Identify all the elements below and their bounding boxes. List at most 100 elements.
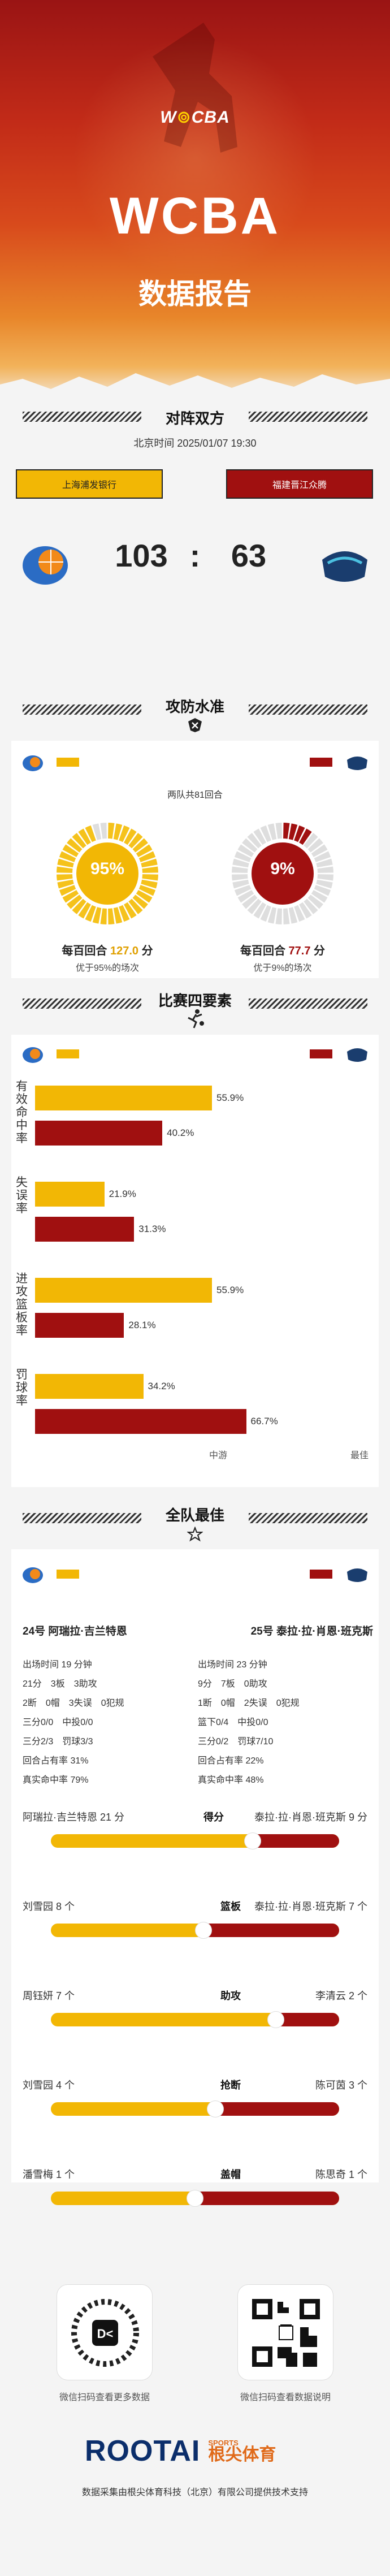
away-team-logo-small	[347, 1048, 367, 1062]
divider-stripe	[23, 999, 141, 1009]
player-stat-line: 真实命中率 79%	[23, 1775, 89, 1785]
leader-bar-away	[215, 2102, 339, 2116]
section-title-offense: 攻防水准	[165, 698, 224, 715]
gauge-segment	[57, 858, 74, 868]
leader-category: 抢断	[220, 2080, 241, 2091]
section-title-best: 全队最佳	[165, 1507, 224, 1524]
gauge-segment	[100, 823, 107, 839]
home-best-player-name: 24号 阿瑞拉·吉兰特恩	[23, 1626, 127, 1637]
gauge-center	[252, 842, 314, 905]
gauge-segment	[253, 828, 266, 845]
qr-code-icon	[252, 2299, 320, 2367]
svg-text:D<: D<	[97, 2327, 114, 2341]
away-factor-bar	[35, 1121, 163, 1146]
rootai-logo: ROOTAI SPORTS 根尖体育	[85, 2431, 276, 2471]
away-team-logo-small	[347, 757, 367, 770]
home-factor-value: 55.9%	[216, 1285, 244, 1295]
gauge-segment	[316, 858, 333, 868]
home-color-swatch	[57, 758, 79, 767]
gauge-segment	[304, 898, 318, 914]
away-score: 63	[231, 538, 267, 573]
hero-glow	[73, 34, 317, 283]
qr-code-right[interactable]	[237, 2284, 333, 2380]
gauge-segment	[108, 908, 115, 924]
away-factor-value: 66.7%	[250, 1416, 278, 1427]
gauge-segment	[307, 894, 323, 909]
gauge-segment	[62, 844, 79, 857]
section-title-matchup: 对阵双方	[165, 410, 224, 427]
away-better-than: 优于9%的场次	[253, 963, 312, 973]
leader-left-label: 刘雪园 4 个	[23, 2080, 75, 2091]
unit-label: 分	[314, 945, 326, 957]
gauge-segment	[132, 894, 148, 909]
leader-right-label: 陈可茵 3 个	[315, 2080, 367, 2091]
qr-code-left[interactable]: D<	[57, 2284, 153, 2380]
match-time: 北京时间 2025/01/07 19:30	[133, 438, 257, 449]
gauge-segment	[294, 825, 305, 842]
best-panel	[11, 1549, 379, 2182]
gauge-segment	[232, 858, 249, 868]
gauge-segment	[136, 890, 153, 903]
gauge-segment	[242, 838, 258, 853]
gauge-segment	[113, 823, 123, 840]
home-color-swatch	[57, 1570, 79, 1579]
away-factor-value: 28.1%	[128, 1320, 156, 1330]
gauge-segment	[267, 823, 277, 840]
player-stat-line: 2断 0帽 3失误 0犯规	[23, 1698, 124, 1708]
away-color-swatch	[310, 1570, 332, 1579]
away-team-name: 福建晋江众腾	[272, 481, 327, 490]
away-team-logo-small	[347, 1568, 367, 1582]
player-stat-line: 三分0/0 中投0/0	[23, 1718, 93, 1727]
player-stat-line: 三分0/2 罚球7/10	[198, 1737, 274, 1747]
leader-bar-marker	[267, 2011, 284, 2028]
home-score: 103	[115, 538, 168, 573]
gauge-segment	[311, 844, 328, 857]
gauge-segment	[59, 851, 76, 862]
leader-bar-away	[253, 1834, 339, 1848]
gauge-segment	[234, 851, 252, 862]
gauge-segment	[119, 825, 130, 842]
trophy-star-icon	[187, 1527, 203, 1542]
sports-label: SPORTS	[208, 2438, 239, 2447]
axis-mid-label: 中游	[209, 1451, 228, 1460]
gauge-center	[76, 842, 138, 905]
gauge-segment	[316, 879, 333, 889]
away-gauge-pct: 9%	[270, 859, 295, 878]
gauge-segment	[314, 885, 331, 896]
gauge-segment	[317, 866, 333, 873]
away-factor-bar	[35, 1409, 246, 1434]
wcba-logo: W⊚CBA	[160, 108, 230, 127]
leader-bar-marker	[195, 1922, 213, 1939]
home-factor-value: 34.2%	[148, 1381, 175, 1391]
gauge-segment	[138, 851, 156, 862]
player-stat-line: 出场时间 23 分钟	[198, 1660, 267, 1670]
gauge-segment	[67, 838, 83, 853]
leader-bar-marker	[244, 1832, 261, 1849]
away-color-swatch	[310, 758, 332, 767]
gauge-segment	[113, 907, 123, 924]
gauge-segment	[237, 890, 254, 903]
qr-left-caption: 微信扫码查看更多数据	[59, 2393, 150, 2402]
shield-x-icon	[188, 718, 202, 732]
gauge-segment	[232, 874, 248, 881]
gauge-segment	[283, 908, 290, 924]
gauge-segment	[85, 825, 96, 842]
leader-category: 助攻	[220, 1990, 241, 2002]
gauge-segment	[57, 866, 73, 873]
per100-label: 每百回合	[240, 945, 285, 957]
away-factor-value: 40.2%	[167, 1127, 194, 1138]
leader-right-label: 泰拉·拉·肖恩·班克斯 9 分	[254, 1812, 367, 1823]
away-offense-gauge	[232, 823, 333, 924]
home-team-logo	[23, 546, 68, 585]
gauge-segment	[57, 879, 74, 889]
gauge-segment	[62, 890, 79, 903]
gauge-segment	[242, 894, 258, 909]
home-points-per-100: 每百回合 127.0 分	[34, 941, 181, 958]
gauge-segment	[92, 907, 102, 924]
gauge-segment	[247, 833, 262, 849]
home-factor-bar	[35, 1086, 213, 1110]
player-stat-line: 回合占有率 31%	[23, 1756, 89, 1766]
gauge-segment	[275, 908, 282, 924]
qr-code-icon: D<	[71, 2299, 139, 2367]
subtitle-wrap: 数据报告	[0, 271, 390, 312]
